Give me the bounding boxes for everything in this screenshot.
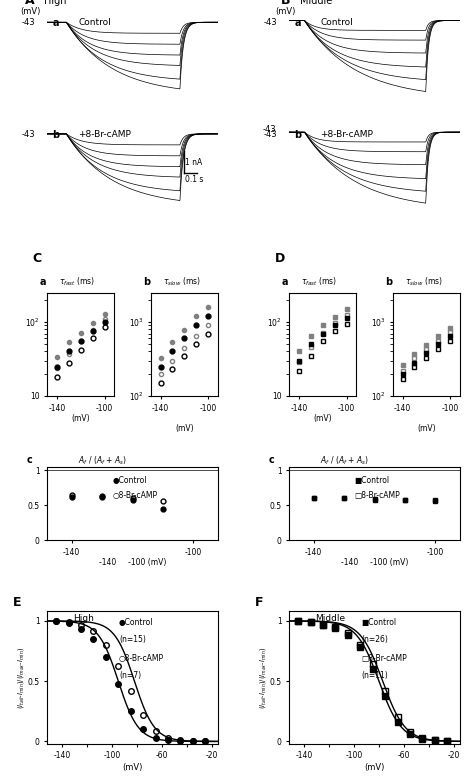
- Text: b: b: [385, 276, 392, 287]
- Text: E: E: [13, 596, 22, 609]
- Text: Control: Control: [320, 19, 353, 27]
- Text: a: a: [53, 19, 59, 28]
- Y-axis label: ($I_{tail}$-$I_{min}$)/($I_{max}$-$I_{min}$): ($I_{tail}$-$I_{min}$)/($I_{max}$-$I_{mi…: [258, 647, 268, 709]
- Text: (mV): (mV): [276, 7, 296, 16]
- Text: C: C: [33, 252, 42, 265]
- Text: c: c: [27, 455, 33, 465]
- Text: -43: -43: [22, 130, 36, 139]
- Text: 0.1 s: 0.1 s: [185, 175, 203, 183]
- Text: 1 nA: 1 nA: [185, 158, 202, 167]
- Text: $A_f$ / ($A_f$ + $A_s$): $A_f$ / ($A_f$ + $A_s$): [320, 454, 369, 467]
- Text: $\tau_{fast}$ (ms): $\tau_{fast}$ (ms): [301, 276, 337, 288]
- Text: (n=11): (n=11): [361, 671, 388, 680]
- Text: b: b: [53, 130, 60, 140]
- Text: c: c: [269, 455, 274, 465]
- Text: $\tau_{fast}$ (ms): $\tau_{fast}$ (ms): [59, 276, 95, 288]
- Text: F: F: [255, 596, 264, 609]
- Text: $\tau_{slow}$ (ms): $\tau_{slow}$ (ms): [163, 276, 201, 288]
- Text: ○8-Br-cAMP: ○8-Br-cAMP: [112, 491, 157, 500]
- X-axis label: (mV): (mV): [365, 763, 385, 772]
- Text: -43: -43: [262, 125, 276, 135]
- Text: b: b: [143, 276, 150, 287]
- Text: Middle: Middle: [315, 614, 345, 623]
- Text: Middle: Middle: [300, 0, 332, 6]
- X-axis label: (mV): (mV): [313, 414, 332, 423]
- Text: a: a: [294, 19, 301, 28]
- Text: (mV): (mV): [20, 7, 40, 16]
- Text: +8-Br-cAMP: +8-Br-cAMP: [78, 130, 131, 139]
- Text: (n=7): (n=7): [119, 671, 141, 680]
- X-axis label: 
(mV): (mV): [175, 414, 194, 433]
- Text: b: b: [294, 130, 301, 140]
- Text: A: A: [25, 0, 35, 7]
- Text: a: a: [282, 276, 288, 287]
- Text: Control: Control: [78, 19, 111, 27]
- Text: -43: -43: [22, 19, 36, 27]
- X-axis label: 
(mV): (mV): [417, 414, 436, 433]
- Text: D: D: [274, 252, 285, 265]
- Text: a: a: [39, 276, 46, 287]
- Text: B: B: [281, 0, 291, 7]
- Text: High: High: [73, 614, 94, 623]
- Text: ○8-Br-cAMP: ○8-Br-cAMP: [119, 654, 164, 662]
- Text: $A_f$ / ($A_f$ + $A_s$): $A_f$ / ($A_f$ + $A_s$): [78, 454, 128, 467]
- Text: +8-Br-cAMP: +8-Br-cAMP: [320, 130, 373, 139]
- Text: -43: -43: [264, 130, 277, 139]
- Text: □8-Br-cAMP: □8-Br-cAMP: [354, 491, 400, 500]
- Y-axis label: ($I_{tail}$-$I_{min}$)/($I_{max}$-$I_{min}$): ($I_{tail}$-$I_{min}$)/($I_{max}$-$I_{mi…: [16, 647, 26, 709]
- Text: -43: -43: [264, 19, 277, 27]
- X-axis label: (mV): (mV): [72, 414, 90, 423]
- Text: $\tau_{slow}$ (ms): $\tau_{slow}$ (ms): [405, 276, 443, 288]
- X-axis label: -140     -100 (mV): -140 -100 (mV): [99, 558, 166, 568]
- X-axis label: -140     -100 (mV): -140 -100 (mV): [341, 558, 408, 568]
- Text: □8-Br-cAMP: □8-Br-cAMP: [361, 654, 407, 662]
- Text: ●Control: ●Control: [119, 618, 154, 627]
- Text: ■Control: ■Control: [361, 618, 396, 627]
- X-axis label: (mV): (mV): [122, 763, 143, 772]
- Text: High: High: [44, 0, 66, 6]
- Text: ●Control: ●Control: [112, 476, 146, 485]
- Text: ■Control: ■Control: [354, 476, 389, 485]
- Text: (n=15): (n=15): [119, 635, 146, 644]
- Text: (n=26): (n=26): [361, 635, 388, 644]
